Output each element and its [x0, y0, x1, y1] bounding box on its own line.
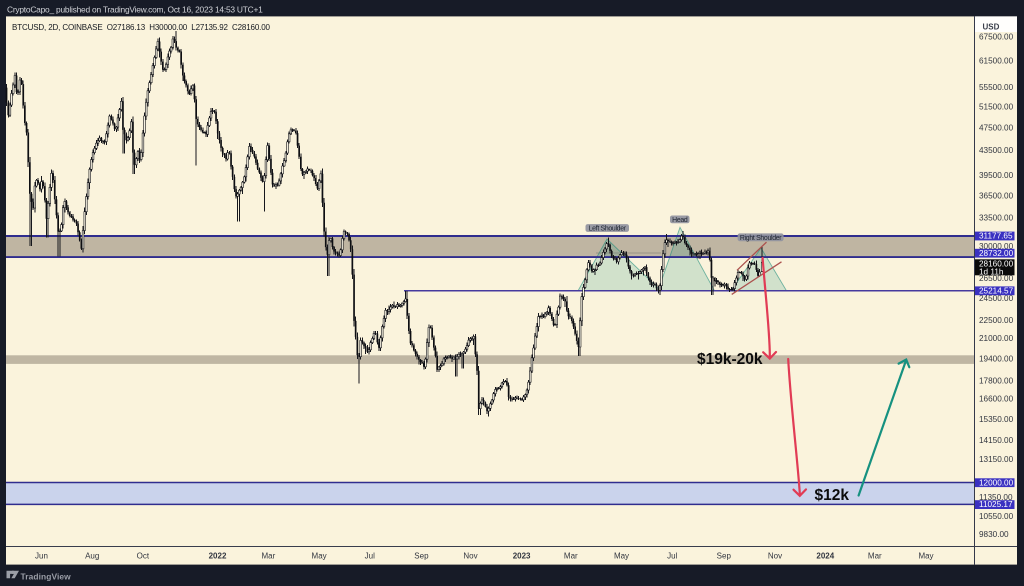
svg-text:Aug: Aug: [85, 552, 99, 561]
svg-text:14150.00: 14150.00: [979, 436, 1014, 445]
svg-text:19400.00: 19400.00: [979, 355, 1014, 364]
svg-text:31177.65: 31177.65: [979, 232, 1013, 241]
svg-text:2023: 2023: [513, 552, 531, 561]
svg-text:28160.00: 28160.00: [979, 259, 1014, 268]
svg-text:43500.00: 43500.00: [979, 146, 1014, 155]
svg-text:CryptoCapo_ published on Tradi: CryptoCapo_ published on TradingView.com…: [7, 5, 263, 15]
svg-text:Nov: Nov: [463, 552, 477, 561]
svg-text:12000.00: 12000.00: [979, 478, 1014, 487]
svg-text:Nov: Nov: [768, 552, 782, 561]
svg-text:30000.00: 30000.00: [979, 242, 1014, 251]
svg-text:$12k: $12k: [815, 487, 850, 504]
svg-text:24500.00: 24500.00: [979, 294, 1014, 303]
svg-text:Jul: Jul: [365, 552, 375, 561]
svg-text:May: May: [918, 552, 933, 561]
svg-text:Jun: Jun: [35, 552, 48, 561]
svg-text:9830.00: 9830.00: [979, 530, 1009, 539]
svg-text:47500.00: 47500.00: [979, 123, 1014, 132]
svg-text:Jul: Jul: [667, 552, 677, 561]
svg-text:TradingView: TradingView: [21, 571, 72, 581]
svg-text:25214.57: 25214.57: [979, 286, 1014, 295]
svg-text:Mar: Mar: [564, 552, 578, 561]
svg-text:28732.00: 28732.00: [979, 249, 1014, 258]
svg-text:33500.00: 33500.00: [979, 213, 1014, 222]
svg-text:13150.00: 13150.00: [979, 455, 1014, 464]
svg-text:Left Shoulder: Left Shoulder: [589, 226, 627, 233]
svg-text:Head: Head: [672, 217, 688, 224]
svg-text:$19k-20k: $19k-20k: [697, 351, 763, 368]
svg-text:May: May: [614, 552, 629, 561]
svg-text:67500.00: 67500.00: [979, 33, 1014, 42]
svg-text:Sep: Sep: [414, 552, 429, 561]
svg-text:17800.00: 17800.00: [979, 377, 1014, 386]
svg-text:16600.00: 16600.00: [979, 395, 1014, 404]
svg-text:55500.00: 55500.00: [979, 83, 1014, 92]
svg-text:26500.00: 26500.00: [979, 274, 1014, 283]
svg-text:36500.00: 36500.00: [979, 191, 1014, 200]
svg-text:21000.00: 21000.00: [979, 334, 1014, 343]
svg-text:22500.00: 22500.00: [979, 316, 1014, 325]
svg-text:61500.00: 61500.00: [979, 57, 1014, 66]
svg-text:15350.00: 15350.00: [979, 415, 1014, 424]
svg-text:Mar: Mar: [868, 552, 882, 561]
svg-text:USD: USD: [983, 23, 1000, 32]
svg-text:Sep: Sep: [717, 552, 732, 561]
svg-text:May: May: [312, 552, 327, 561]
svg-text:Mar: Mar: [262, 552, 276, 561]
svg-text:10550.00: 10550.00: [979, 512, 1014, 521]
svg-text:1d 11h: 1d 11h: [979, 267, 1004, 276]
svg-text:Oct: Oct: [137, 552, 150, 561]
svg-text:2022: 2022: [209, 552, 227, 561]
svg-text:11350.00: 11350.00: [979, 493, 1013, 502]
svg-text:2024: 2024: [816, 552, 834, 561]
svg-text:51500.00: 51500.00: [979, 102, 1014, 111]
svg-text:39500.00: 39500.00: [979, 171, 1014, 180]
svg-text:11025.17: 11025.17: [979, 500, 1013, 509]
svg-text:Right Shoulder: Right Shoulder: [740, 235, 782, 242]
svg-text:BTCUSD, 2D, COINBASE O27186.1: BTCUSD, 2D, COINBASE O27186.13 H30000.00…: [12, 23, 271, 32]
